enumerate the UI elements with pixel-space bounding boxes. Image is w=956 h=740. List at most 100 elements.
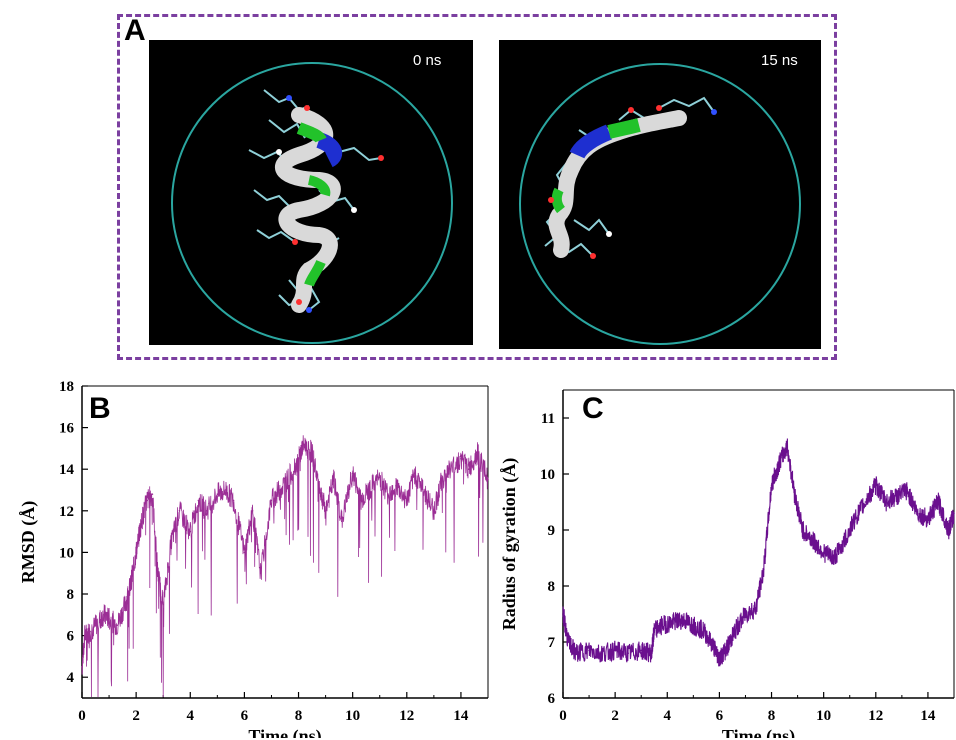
x-tick-label: 0 bbox=[559, 708, 567, 724]
helix-ribbon bbox=[275, 107, 341, 313]
data-point bbox=[487, 478, 489, 481]
chart-b: 0 2 4 6 8 10 12 14 4 6 8 10 12 14 16 18 Time (ns) RMSD (Å… bbox=[18, 379, 489, 738]
data-point bbox=[433, 510, 435, 512]
data-point bbox=[351, 472, 354, 475]
data-point bbox=[129, 582, 132, 585]
data-point bbox=[822, 551, 825, 554]
data-point bbox=[744, 613, 747, 615]
data-point bbox=[135, 551, 137, 554]
data-point bbox=[94, 624, 97, 626]
data-point bbox=[702, 630, 705, 632]
data-point bbox=[718, 658, 721, 660]
data-point bbox=[178, 510, 181, 512]
x-tick-label: 10 bbox=[345, 708, 360, 724]
data-point bbox=[734, 630, 736, 632]
data-point bbox=[812, 540, 815, 542]
atom-dots bbox=[548, 105, 717, 259]
series-trace bbox=[81, 435, 489, 698]
helix-green-segment-3 bbox=[304, 260, 326, 287]
data-point bbox=[216, 493, 219, 495]
data-point bbox=[319, 489, 321, 491]
x-axis-label: Time (ns) bbox=[248, 726, 321, 738]
data-point bbox=[575, 652, 577, 654]
x-tick-label: 14 bbox=[920, 708, 936, 724]
data-point bbox=[937, 501, 940, 503]
data-point bbox=[243, 551, 246, 554]
data-point bbox=[460, 458, 462, 460]
y-tick-label: 6 bbox=[67, 629, 75, 645]
data-point bbox=[567, 641, 570, 643]
data-point bbox=[278, 489, 281, 491]
data-point bbox=[156, 572, 159, 574]
panel-a-frame bbox=[117, 14, 837, 360]
helix-green-segment-2 bbox=[307, 175, 331, 197]
data-point bbox=[387, 493, 389, 495]
data-point bbox=[341, 520, 343, 522]
helix-green-segment bbox=[607, 118, 641, 139]
data-point bbox=[692, 624, 695, 626]
data-point bbox=[324, 510, 327, 512]
x-axis-label: Time (ns) bbox=[722, 726, 795, 738]
data-point bbox=[927, 518, 929, 520]
data-point bbox=[170, 541, 173, 543]
data-point bbox=[81, 666, 83, 668]
y-axis-label: RMSD (Å) bbox=[18, 501, 39, 584]
y-tick-label: 12 bbox=[59, 504, 74, 520]
y-tick-label: 8 bbox=[67, 587, 75, 603]
data-point bbox=[895, 495, 898, 498]
x-tick-label: 4 bbox=[187, 708, 195, 724]
y-tick-label: 18 bbox=[59, 379, 74, 395]
data-point bbox=[332, 478, 335, 481]
data-point bbox=[83, 634, 86, 637]
data-point bbox=[588, 649, 590, 652]
data-point bbox=[205, 510, 208, 512]
x-tick-label: 8 bbox=[295, 708, 303, 724]
data-point bbox=[601, 652, 603, 654]
data-point bbox=[864, 501, 867, 503]
boundary-circle bbox=[519, 63, 801, 345]
x-tick-label: 12 bbox=[868, 708, 883, 724]
data-point bbox=[378, 476, 381, 479]
data-point bbox=[414, 472, 416, 475]
data-point bbox=[189, 530, 192, 533]
data-point bbox=[259, 572, 262, 574]
y-tick-label: 9 bbox=[548, 523, 556, 539]
data-point bbox=[368, 489, 370, 491]
data-point bbox=[297, 458, 300, 460]
chart-c: 0 2 4 6 8 10 12 14 6 7 8 9 10 11 Time (ns) Radius of gy… bbox=[499, 389, 955, 738]
helix-blue-segment bbox=[569, 124, 613, 159]
data-point bbox=[140, 520, 143, 522]
data-point bbox=[762, 568, 765, 570]
y-tick-label: 14 bbox=[59, 462, 75, 478]
atom-dots bbox=[276, 95, 384, 313]
y-tick-label: 6 bbox=[548, 691, 556, 707]
y-tick-label: 11 bbox=[541, 411, 555, 427]
data-point bbox=[102, 614, 105, 616]
data-point bbox=[906, 490, 908, 492]
data-point bbox=[311, 451, 313, 454]
data-point bbox=[885, 501, 888, 503]
x-tick-label: 8 bbox=[768, 708, 776, 724]
data-point bbox=[116, 624, 118, 626]
x-tick-label: 4 bbox=[664, 708, 672, 724]
snapshot-15ns-molecule bbox=[519, 63, 801, 345]
data-point bbox=[441, 478, 443, 481]
data-point bbox=[786, 445, 788, 447]
data-point bbox=[151, 493, 154, 495]
x-tick-label: 12 bbox=[399, 708, 414, 724]
data-point bbox=[422, 489, 424, 491]
y-tick-label: 7 bbox=[548, 635, 556, 651]
data-point bbox=[653, 630, 656, 632]
y-tick-label: 10 bbox=[540, 467, 555, 483]
panel-c-letter: C bbox=[582, 392, 604, 425]
data-point bbox=[232, 499, 235, 502]
data-point bbox=[947, 529, 950, 531]
helix-blue-segment bbox=[316, 132, 343, 168]
data-point bbox=[875, 484, 877, 486]
x-tick-label: 14 bbox=[453, 708, 469, 724]
snapshot-0ns-molecule bbox=[171, 62, 453, 344]
data-point bbox=[953, 512, 955, 514]
helix-ribbon bbox=[548, 110, 687, 258]
snapshot-time-label: 15 ns bbox=[761, 52, 798, 69]
data-point bbox=[614, 649, 616, 652]
